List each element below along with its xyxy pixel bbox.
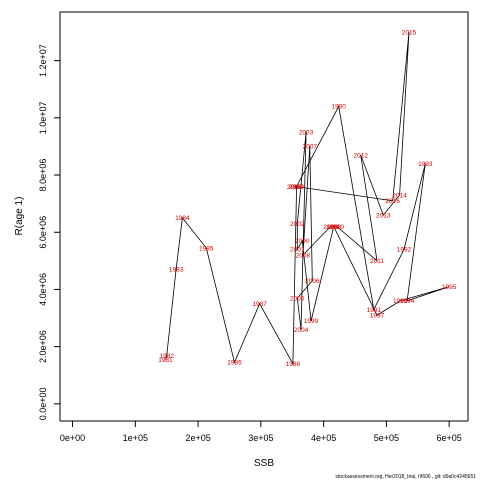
year-label-2005: 2005 [290, 295, 305, 302]
year-label-2007: 2007 [303, 144, 318, 151]
x-tick-label: 4e+05 [311, 433, 336, 443]
year-label-1992: 1992 [397, 247, 412, 254]
year-label-2012: 2012 [353, 152, 368, 159]
year-label-1987: 1987 [252, 301, 267, 308]
year-label-2006: 2006 [305, 278, 320, 285]
year-label-1996: 1996 [393, 298, 408, 305]
year-label-1983: 1983 [169, 267, 184, 274]
year-label-2011: 2011 [370, 258, 384, 265]
year-label-2017: 2017 [289, 184, 304, 191]
year-label-2001: 2001 [290, 247, 305, 254]
year-label-1997: 1997 [370, 312, 385, 319]
year-label-2008: 2008 [296, 252, 311, 259]
recruitment-path-line [165, 31, 450, 366]
x-axis: 0e+00 1e+05 2e+05 3e+05 4e+05 5e+05 6e+05 [60, 420, 462, 443]
year-label-2009: 2009 [323, 224, 338, 231]
year-label-2003: 2003 [299, 129, 314, 136]
y-tick-label: 6.0e+06 [38, 216, 48, 249]
year-label-2000: 2000 [295, 238, 310, 245]
y-axis: 0.0e+00 2.0e+06 4.0e+06 6.0e+06 8.0e+06 1.0e+… [38, 44, 61, 420]
year-label-2014: 2014 [392, 192, 407, 199]
y-tick-label: 1.0e+07 [38, 101, 48, 134]
y-tick-label: 8.0e+06 [38, 159, 48, 192]
x-tick-label: 3e+05 [248, 433, 273, 443]
year-label-1984: 1984 [175, 215, 190, 222]
year-label-1993: 1993 [418, 161, 433, 168]
year-label-1990: 1990 [331, 104, 346, 111]
x-tick-label: 1e+05 [123, 433, 148, 443]
year-label-2002: 2002 [290, 221, 305, 228]
y-tick-label: 1.2e+07 [38, 44, 48, 77]
year-label-2004: 2004 [294, 327, 309, 334]
year-label-1985: 1985 [199, 245, 214, 252]
y-tick-label: 0.0e+00 [38, 387, 48, 420]
year-label-1998: 1998 [326, 224, 341, 231]
year-label-1994: 1994 [400, 298, 415, 305]
year-label-2015: 2015 [402, 29, 417, 36]
year-label-2016: 2016 [385, 198, 400, 205]
x-tick-label: 5e+05 [374, 433, 399, 443]
year-label-1986: 1986 [227, 360, 242, 367]
year-label-1981: 1981 [158, 357, 173, 364]
x-tick-label: 0e+00 [60, 433, 85, 443]
year-label-1982: 1982 [159, 353, 174, 360]
x-tick-label: 2e+05 [185, 433, 210, 443]
y-tick-label: 2.0e+06 [38, 330, 48, 363]
year-label-1989: 1989 [289, 184, 304, 191]
year-label-1991: 1991 [367, 307, 382, 314]
year-label-1995: 1995 [442, 284, 457, 291]
footnote: stockassessment.org, Her2018_trial, r960… [335, 474, 476, 480]
y-tick-label: 4.0e+06 [38, 273, 48, 306]
year-label-2013: 2013 [376, 212, 391, 219]
year-label-2018: 2018 [287, 184, 302, 191]
y-axis-title: R(age 1) [14, 197, 25, 236]
year-label-1988: 1988 [286, 361, 301, 368]
year-label-2010: 2010 [330, 224, 345, 231]
x-axis-title: SSB [254, 458, 274, 469]
year-label-1999: 1999 [304, 318, 319, 325]
x-tick-label: 6e+05 [437, 433, 462, 443]
